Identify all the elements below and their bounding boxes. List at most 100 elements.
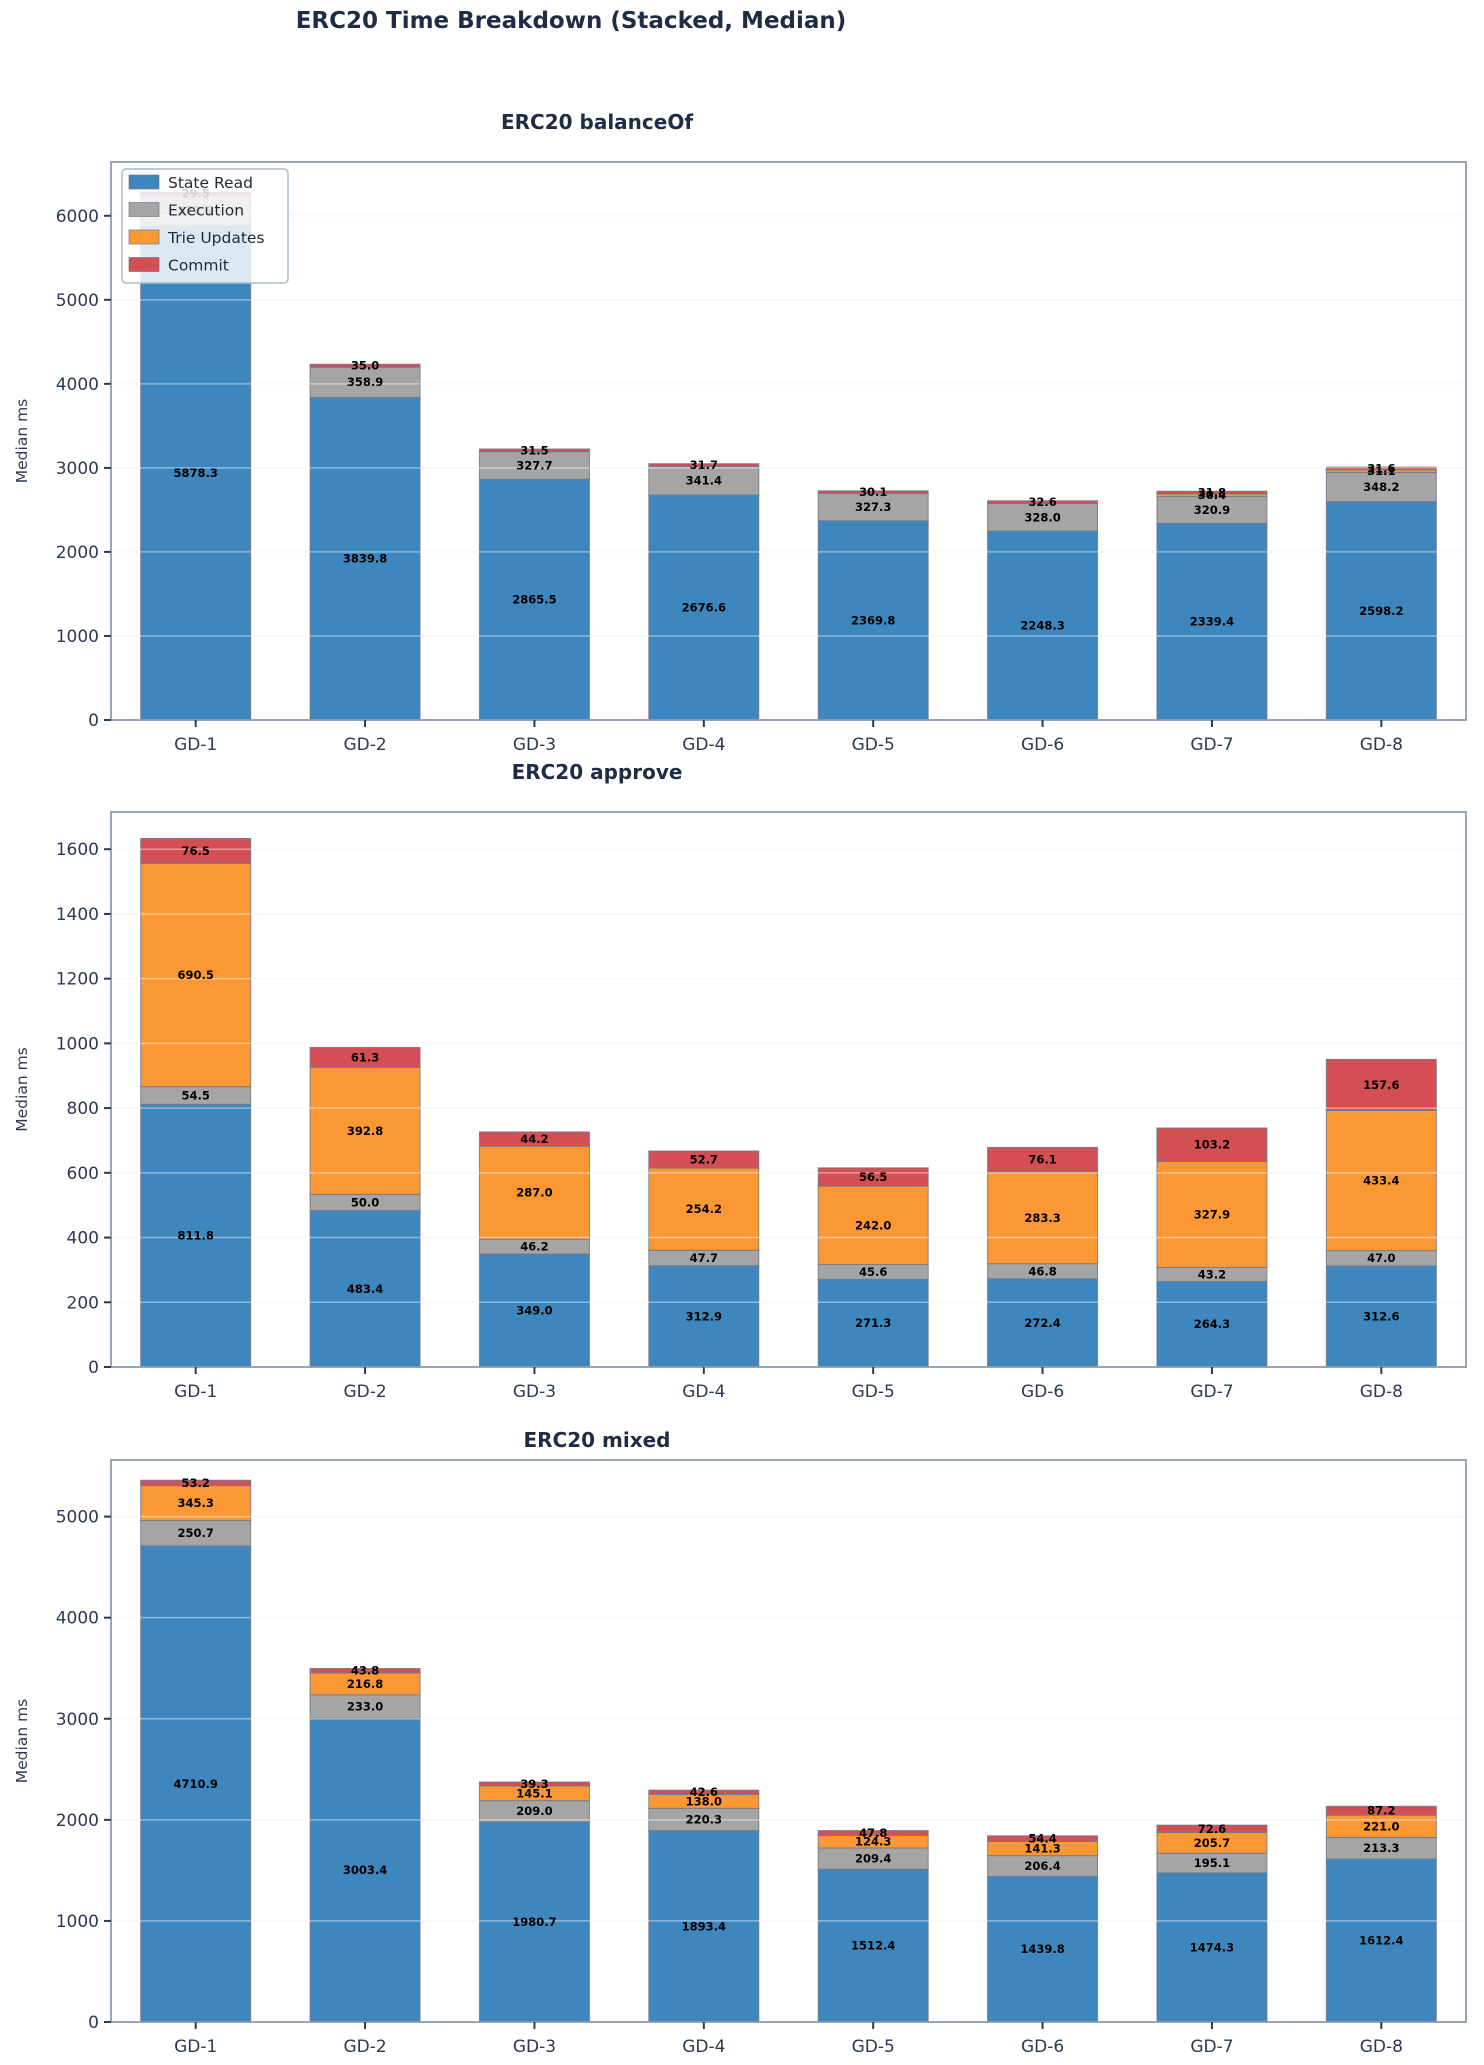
x-tick-label: GD-1	[174, 2037, 217, 2057]
bar-value-label: 341.4	[686, 474, 722, 488]
y-tick-label: 1600	[56, 840, 99, 860]
legend-label: State Read	[168, 174, 253, 192]
bar-value-label: 157.6	[1363, 1078, 1399, 1092]
bar-value-label: 213.3	[1363, 1841, 1399, 1855]
bar-value-label: 1512.4	[851, 1939, 895, 1953]
x-tick-label: GD-7	[1190, 1382, 1233, 1402]
x-tick-label: GD-8	[1360, 735, 1403, 755]
y-tick-label: 1200	[56, 970, 99, 990]
bar-value-label: 4710.9	[173, 1777, 217, 1791]
x-tick-label: GD-6	[1021, 735, 1064, 755]
y-tick-label: 6000	[56, 207, 99, 227]
bar-segment-commit	[987, 500, 1099, 504]
bar-value-label: 1439.8	[1020, 1942, 1064, 1956]
y-tick-label: 400	[67, 1229, 99, 1249]
bar-segment-commit	[987, 1835, 1099, 1842]
bar-value-label: 53.2	[182, 1476, 210, 1490]
bar-segment-trie_updates	[478, 1145, 590, 1240]
bar-segment-commit	[1325, 1805, 1437, 1816]
bar-value-label: 2676.6	[682, 601, 726, 615]
axes-border	[110, 1459, 1467, 2023]
y-tick-label: 0	[88, 2013, 99, 2033]
x-tick-label: GD-3	[513, 735, 556, 755]
bar-segment-state_read	[1156, 1280, 1268, 1368]
x-tick-label: GD-2	[343, 735, 386, 755]
y-tick-label: 0	[88, 711, 99, 731]
y-tick-label: 4000	[56, 375, 99, 395]
bar-segment-state_read	[1156, 522, 1268, 721]
bar-segment-commit	[309, 1668, 421, 1674]
bar-value-label: 349.0	[516, 1304, 552, 1318]
bar-segment-trie_updates	[648, 1167, 760, 1251]
bar-value-label: 483.4	[347, 1282, 383, 1296]
bar-value-label: 72.6	[1198, 1822, 1226, 1836]
bar-segment-trie_updates	[1325, 1109, 1437, 1252]
bar-value-label: 195.1	[1194, 1856, 1230, 1870]
y-tick-label: 3000	[56, 1710, 99, 1730]
bar-segment-commit	[648, 1789, 760, 1795]
figure-title: ERC20 Time Breakdown (Stacked, Median)	[295, 8, 847, 34]
bar-value-label: 327.7	[516, 458, 552, 472]
bar-value-label: 348.2	[1363, 480, 1399, 494]
x-tick-label: GD-6	[1021, 2037, 1064, 2057]
bar-value-label: 145.1	[516, 1786, 552, 1800]
subplot-title: ERC20 approve	[512, 760, 683, 784]
bar-segment-commit	[817, 1167, 929, 1187]
x-tick-label: GD-5	[852, 2037, 895, 2057]
y-tick-label: 1000	[56, 1034, 99, 1054]
bar-segment-state_read	[140, 1545, 252, 2023]
bar-value-label: 209.0	[516, 1804, 552, 1818]
bar-value-label: 320.9	[1194, 503, 1230, 517]
subplot-title: ERC20 mixed	[523, 1428, 670, 1452]
bar-value-label: 345.3	[177, 1496, 213, 1510]
bar-segment-state_read	[1325, 1858, 1437, 2023]
bar-segment-execution	[1156, 495, 1268, 524]
bar-value-label: 1612.4	[1359, 1934, 1403, 1948]
bar-value-label: 87.2	[1367, 1804, 1395, 1818]
bar-value-label: 283.3	[1024, 1211, 1060, 1225]
y-tick-label: 5000	[56, 291, 99, 311]
bar-value-label: 242.0	[855, 1218, 891, 1232]
bar-value-label: 206.4	[1024, 1859, 1060, 1873]
legend-swatch-state_read	[128, 174, 160, 190]
bar-value-label: 220.3	[686, 1812, 722, 1826]
y-axis-label: Median ms	[13, 1699, 31, 1783]
bar-value-label: 2598.2	[1359, 604, 1403, 618]
bar-segment-execution	[817, 492, 929, 522]
bar-value-label: 433.4	[1363, 1174, 1399, 1188]
bar-segment-state_read	[478, 1821, 590, 2023]
bar-value-label: 54.4	[1028, 1832, 1056, 1846]
bar-value-label: 39.3	[520, 1777, 548, 1791]
bar-value-label: 50.0	[351, 1195, 379, 1209]
bar-value-label: 5878.3	[173, 466, 217, 480]
bar-segment-trie_updates	[987, 1171, 1099, 1265]
y-tick-label: 200	[67, 1293, 99, 1313]
bar-segment-commit	[648, 1150, 760, 1169]
x-tick-label: GD-4	[682, 1382, 725, 1402]
bar-value-label: 44.2	[520, 1132, 548, 1146]
bar-segment-commit	[309, 363, 421, 368]
bar-value-label: 327.3	[855, 500, 891, 514]
bar-value-label: 287.0	[516, 1186, 552, 1200]
bar-segment-commit	[478, 448, 590, 453]
bar-value-label: 205.7	[1194, 1836, 1230, 1850]
y-tick-label: 1400	[56, 905, 99, 925]
bar-segment-state_read	[987, 1278, 1099, 1368]
y-axis-label: Median ms	[13, 1047, 31, 1131]
bar-value-label: 312.9	[686, 1309, 722, 1323]
bar-value-label: 138.0	[686, 1794, 722, 1808]
bar-segment-commit	[140, 837, 252, 864]
y-tick-label: 3000	[56, 459, 99, 479]
x-tick-label: GD-3	[513, 2037, 556, 2057]
bar-value-label: 30.4	[1198, 488, 1226, 502]
bar-value-label: 61.3	[351, 1050, 379, 1064]
bar-value-label: 392.8	[347, 1124, 383, 1138]
bar-value-label: 2865.5	[512, 593, 556, 607]
bar-value-label: 76.5	[182, 844, 210, 858]
bar-value-label: 141.3	[1024, 1841, 1060, 1855]
bar-value-label: 32.6	[1028, 495, 1056, 509]
bar-segment-commit	[309, 1046, 421, 1068]
bar-value-label: 1980.7	[512, 1915, 556, 1929]
